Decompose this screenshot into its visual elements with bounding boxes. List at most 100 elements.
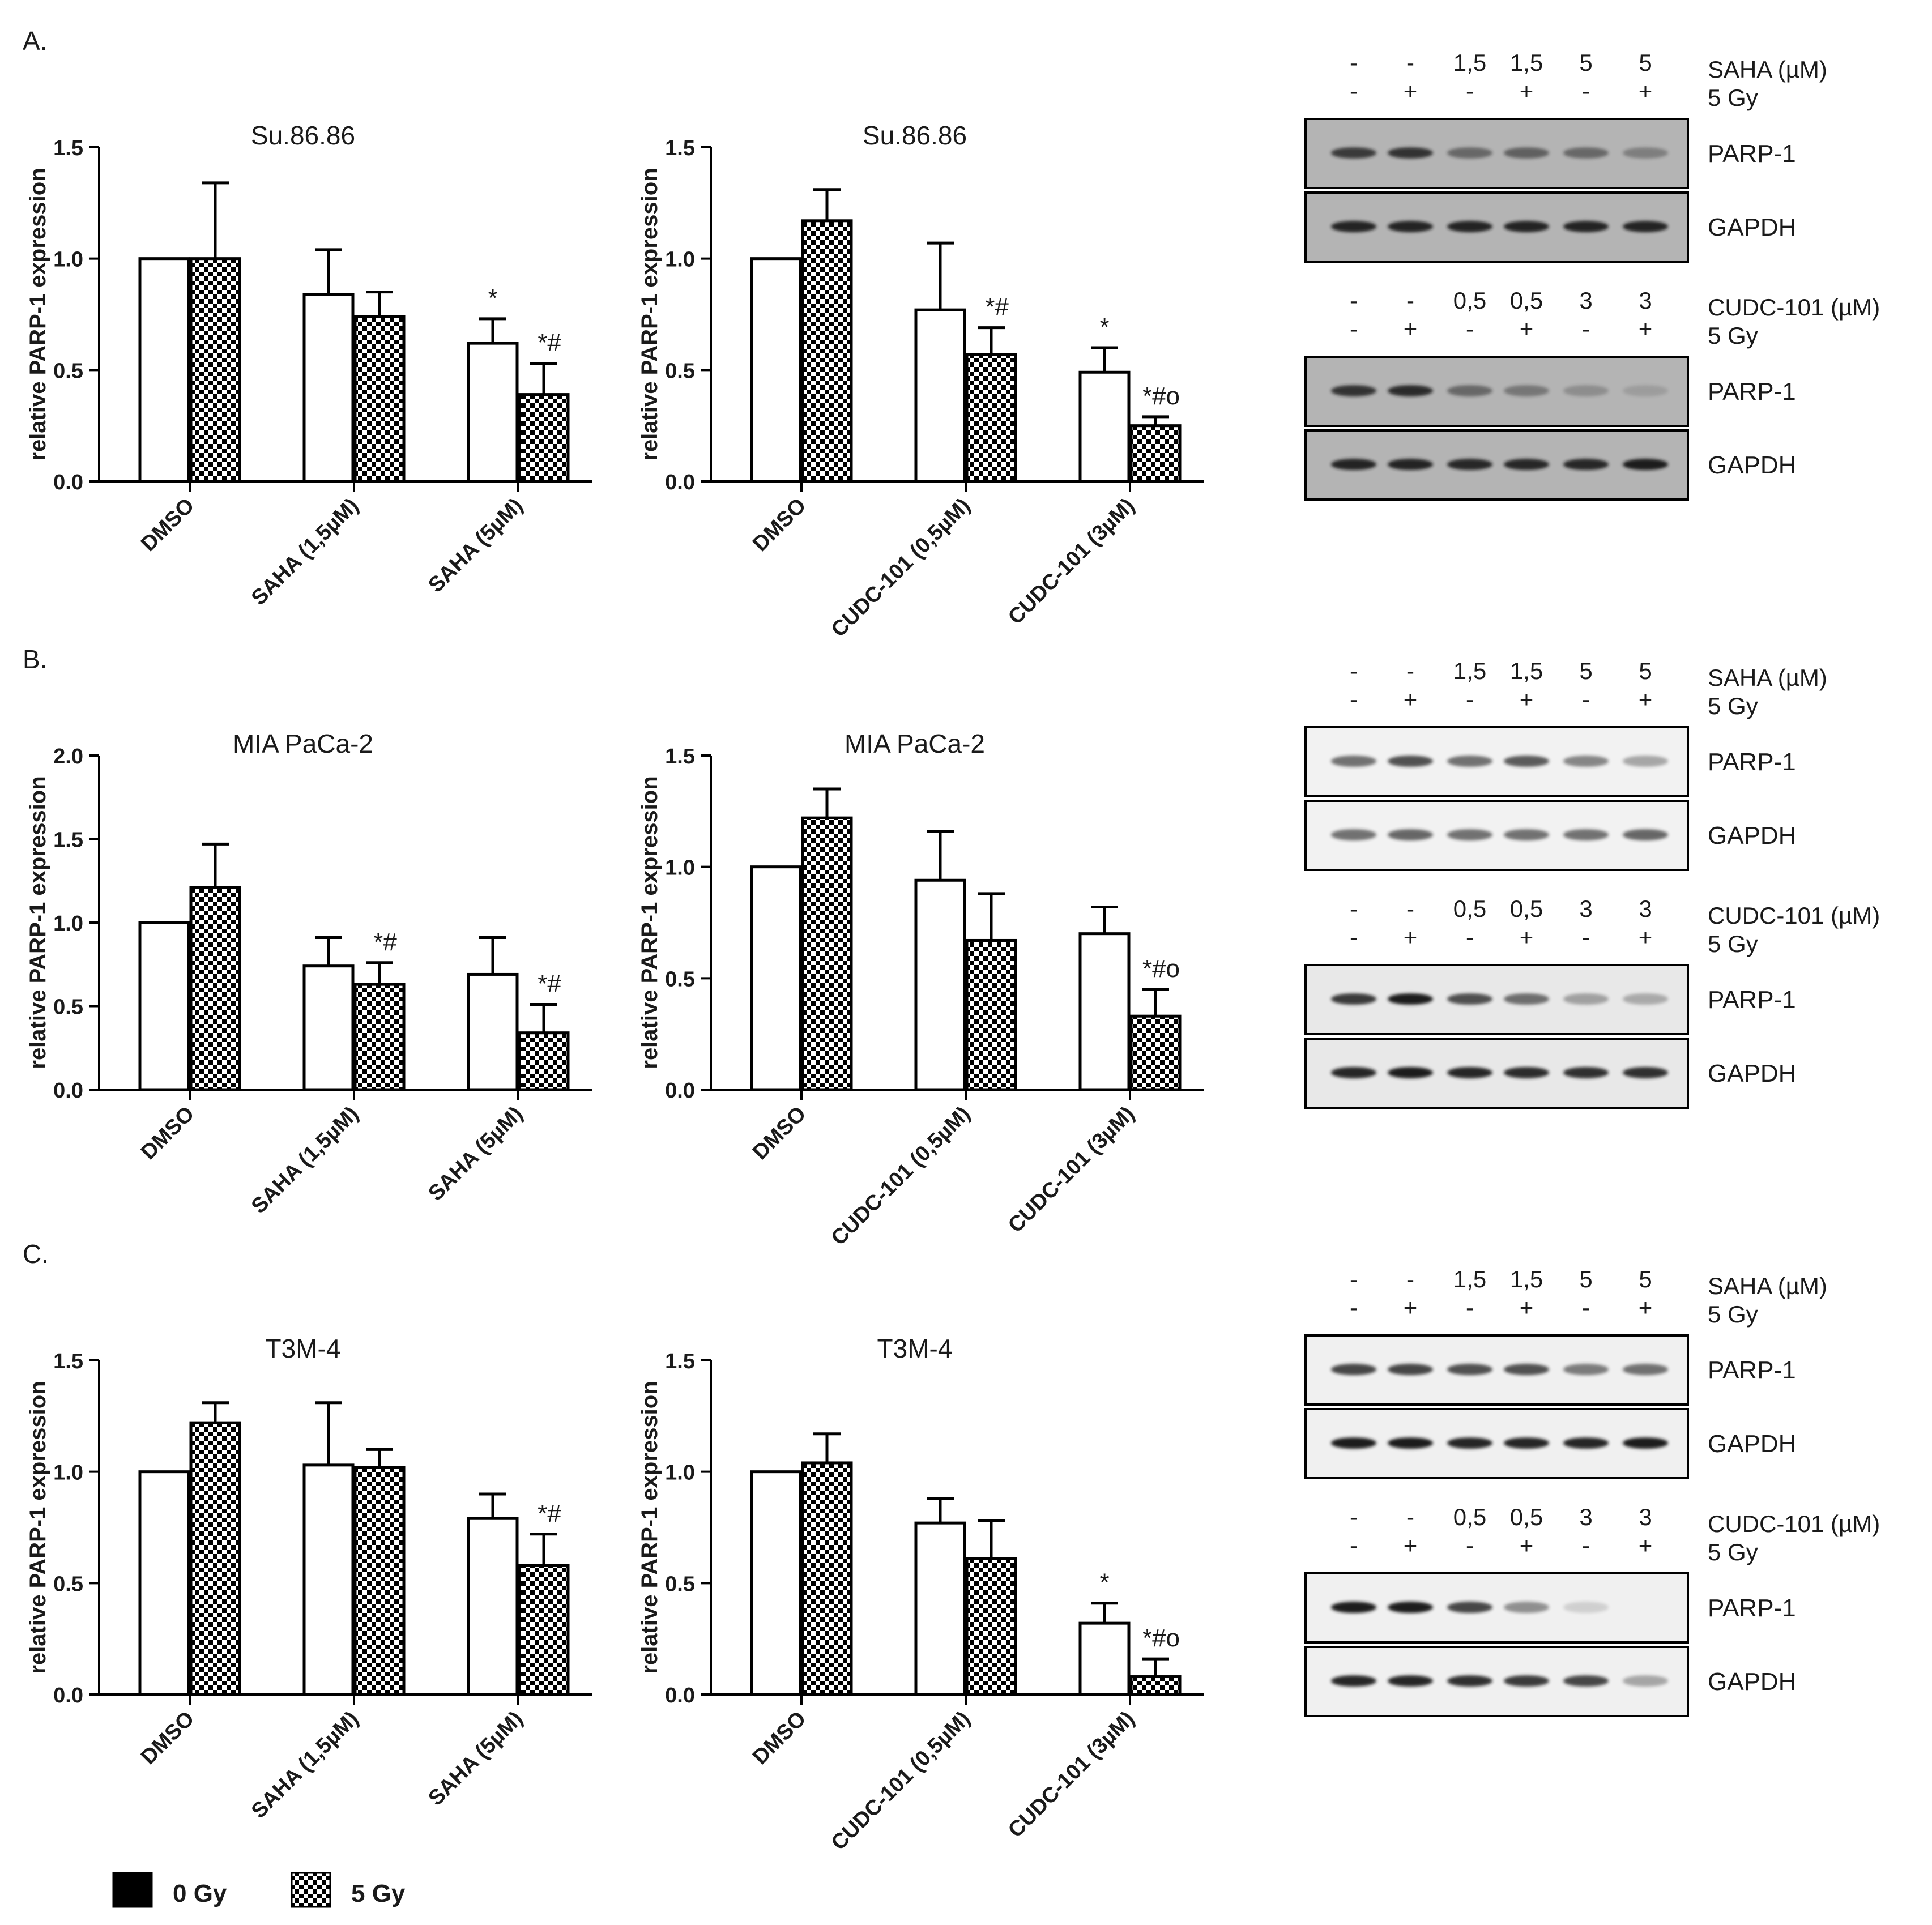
treatment-label: CUDC-101 (µM) (1708, 1510, 1880, 1537)
y-tick-label: 0.0 (53, 1079, 83, 1103)
bar-0gy (138, 921, 190, 1091)
bar-0gy (138, 1470, 190, 1696)
blot-band (1447, 385, 1492, 396)
dose-label: 5 Gy (1708, 1301, 1758, 1328)
lane-irradiation: - (1466, 1294, 1474, 1321)
bar-5gy (353, 983, 406, 1091)
x-tick-label: DMSO (748, 1707, 811, 1769)
y-axis-label: relative PARP-1 expression (25, 776, 50, 1069)
lane-irradiation: - (1350, 78, 1358, 104)
lane-dose: 5 (1579, 49, 1592, 76)
lane-dose: - (1350, 895, 1358, 922)
blot-band (1388, 829, 1433, 840)
lane-irradiation: + (1404, 1532, 1418, 1559)
y-tick-label: 0.5 (53, 359, 83, 383)
blot-band (1623, 385, 1668, 396)
chart-title: Su.86.86 (863, 121, 967, 150)
protein-label: PARP-1 (1708, 1594, 1796, 1622)
bar-5gy (801, 219, 853, 483)
blot-band (1623, 1067, 1668, 1078)
lane-irradiation: + (1520, 78, 1534, 104)
lane-dose: 3 (1639, 287, 1652, 314)
blot-band (1504, 1602, 1549, 1613)
blot-band (1623, 993, 1668, 1005)
lane-dose: 3 (1639, 895, 1652, 922)
protein-label: GAPDH (1708, 822, 1796, 850)
lane-dose: 5 (1579, 1266, 1592, 1292)
blot-band (1447, 147, 1492, 159)
y-tick-label: 1.0 (665, 1461, 695, 1485)
blot-band (1504, 1067, 1549, 1078)
blot-band (1447, 756, 1492, 767)
lane-irradiation: + (1520, 686, 1534, 712)
blot-band (1447, 1067, 1492, 1078)
blot-band (1563, 1602, 1609, 1613)
x-tick-label: DMSO (748, 494, 811, 556)
chart-title: MIA PaCa-2 (845, 729, 985, 758)
panel-letter: B. (23, 644, 47, 674)
significance-label: * (1099, 313, 1109, 341)
protein-label: GAPDH (1708, 1430, 1796, 1458)
bar-5gy (518, 1031, 570, 1091)
bar-5gy (965, 1557, 1017, 1696)
x-tick-label: CUDC-101 (0,5µM) (827, 1102, 975, 1250)
y-tick-label: 0.5 (53, 1572, 83, 1596)
blot-band (1331, 1675, 1376, 1687)
blot-band (1563, 993, 1609, 1005)
significance-label: *#o (1142, 382, 1180, 410)
lane-dose: 3 (1579, 1504, 1592, 1530)
lane-dose: 1,5 (1453, 658, 1486, 684)
protein-label: GAPDH (1708, 1060, 1796, 1087)
bar-5gy (1129, 424, 1182, 483)
blot-band (1388, 1067, 1433, 1078)
x-tick-label: DMSO (137, 1102, 199, 1164)
chart-title: Su.86.86 (251, 121, 355, 150)
bar-0gy (1078, 932, 1131, 1091)
y-axis-label: relative PARP-1 expression (25, 1381, 50, 1674)
lane-irradiation: - (1582, 924, 1590, 950)
lane-irradiation: + (1639, 1294, 1653, 1321)
lane-irradiation: + (1639, 924, 1653, 950)
significance-label: * (1099, 1569, 1109, 1597)
lane-irradiation: - (1582, 315, 1590, 342)
blot-band (1447, 1602, 1492, 1613)
bar-5gy (801, 1461, 853, 1696)
significance-label: *# (373, 928, 397, 956)
bar-5gy (801, 816, 853, 1091)
x-tick-label: CUDC-101 (3µM) (1004, 1707, 1139, 1842)
significance-label: *# (538, 1500, 561, 1527)
protein-label: GAPDH (1708, 451, 1796, 479)
blot-band (1623, 1364, 1668, 1375)
y-tick-label: 1.5 (53, 1350, 83, 1373)
significance-label: *#o (1142, 955, 1180, 983)
bar-0gy (467, 972, 519, 1091)
lane-irradiation: + (1639, 686, 1653, 712)
y-axis-label: relative PARP-1 expression (637, 168, 662, 460)
blot-band (1331, 221, 1376, 232)
lane-dose: 0,5 (1453, 895, 1486, 922)
x-tick-label: SAHA (1,5µM) (247, 1102, 363, 1218)
blot-band (1331, 993, 1376, 1005)
y-tick-label: 0.0 (665, 1079, 695, 1103)
blot-band (1623, 1437, 1668, 1449)
significance-label: *#o (1142, 1624, 1180, 1652)
blot-band (1331, 385, 1376, 396)
y-tick-label: 1.0 (665, 248, 695, 272)
y-tick-label: 1.0 (53, 1461, 83, 1485)
blot-band (1388, 1437, 1433, 1449)
y-axis-label: relative PARP-1 expression (25, 168, 50, 460)
dose-label: 5 Gy (1708, 931, 1758, 957)
lane-dose: - (1350, 1266, 1358, 1292)
protein-label: GAPDH (1708, 214, 1796, 241)
lane-dose: - (1406, 49, 1414, 76)
bar-5gy (353, 315, 406, 483)
lane-irradiation: + (1404, 924, 1418, 950)
lane-irradiation: - (1582, 1532, 1590, 1559)
x-tick-label: DMSO (748, 1102, 811, 1164)
blot-band (1623, 147, 1668, 159)
significance-label: *# (538, 970, 561, 998)
